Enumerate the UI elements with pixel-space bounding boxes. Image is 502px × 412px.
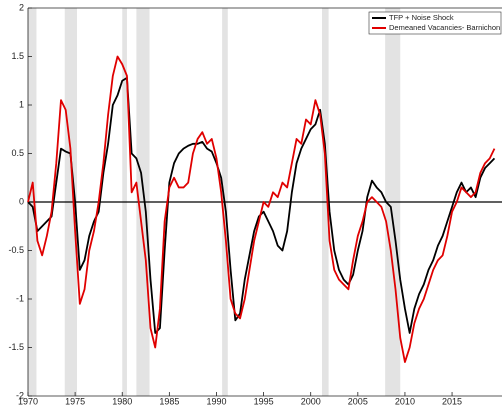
x-tick-label: 1970 [18,396,38,406]
y-tick-label: 1 [19,99,24,109]
x-tick-label: 1975 [65,396,85,406]
x-tick-label: 1985 [159,396,179,406]
y-tick-label: -0.5 [8,245,24,255]
x-tick-label: 2010 [395,396,415,406]
x-tick-label: 1995 [254,396,274,406]
legend-label: TFP + Noise Shock [389,13,454,22]
y-tick-label: -1 [16,293,24,303]
y-tick-label: 2 [19,2,24,12]
x-tick-label: 2000 [301,396,321,406]
legend-label: Demeaned Vacancies- Barnichon [389,23,500,32]
y-tick-label: -1.5 [8,342,24,352]
y-tick-label: 1.5 [11,51,24,61]
x-tick-label: 2015 [442,396,462,406]
x-tick-label: 1990 [206,396,226,406]
x-tick-label: 1980 [112,396,132,406]
series-line [27,55,496,363]
y-tick-label: 0 [19,196,24,206]
x-tick-label: 2005 [348,396,368,406]
y-tick-label: 0.5 [11,148,24,158]
legend-box [368,11,502,35]
y-tick-label: -2 [16,390,24,400]
